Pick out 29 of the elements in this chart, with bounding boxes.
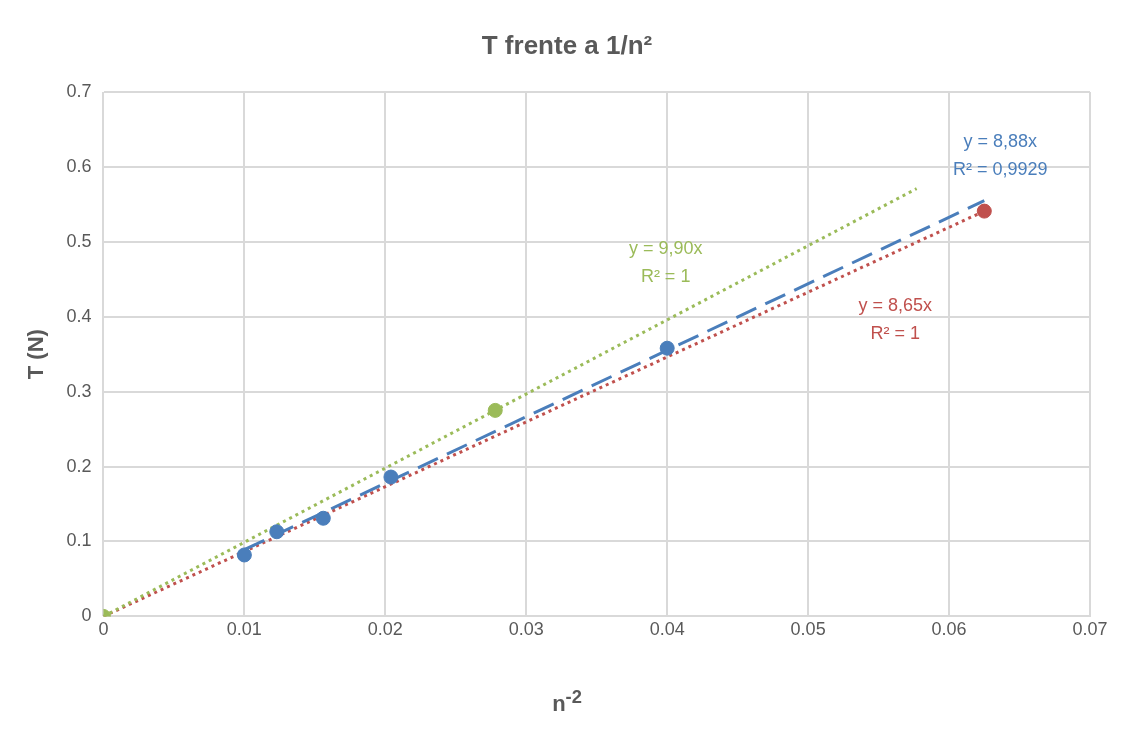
series-label: y = 9,90x R² = 1	[628, 237, 703, 286]
y-tick-label: 0.5	[66, 230, 92, 251]
x-tick-label: 0.02	[367, 619, 403, 640]
point	[315, 510, 331, 526]
x-tick-label: 0.04	[649, 619, 685, 640]
y-tick-label: 0.2	[66, 455, 92, 476]
point	[659, 340, 675, 356]
point	[383, 469, 399, 485]
series-label: y = 8,88x R² = 0,9929	[953, 130, 1048, 179]
point	[269, 524, 285, 540]
chart-title: T frente a 1/n²	[480, 30, 654, 61]
y-axis-title: T (N)	[23, 329, 49, 380]
x-tick-label: 0.03	[508, 619, 544, 640]
x-axis-title: n$^{-2}$	[551, 686, 583, 718]
y-tick-label: 0.3	[66, 380, 92, 401]
y-tick-label: 0.7	[66, 80, 92, 101]
y-tick-label: 0	[81, 605, 92, 626]
x-tick-label: 0.06	[931, 619, 967, 640]
x-tick-label: 0.05	[790, 619, 826, 640]
point	[976, 203, 992, 219]
x-tick-label: 0.01	[226, 619, 262, 640]
y-tick-label: 0.4	[66, 305, 92, 326]
y-tick-label: 0.6	[66, 155, 92, 176]
point	[236, 547, 252, 563]
x-tick-label: 0.07	[1072, 619, 1108, 640]
y-tick-label: 0.1	[66, 530, 92, 551]
series-label: y = 8,65x R² = 1	[858, 295, 933, 344]
point	[487, 402, 503, 418]
x-tick-label: 0	[98, 619, 109, 640]
